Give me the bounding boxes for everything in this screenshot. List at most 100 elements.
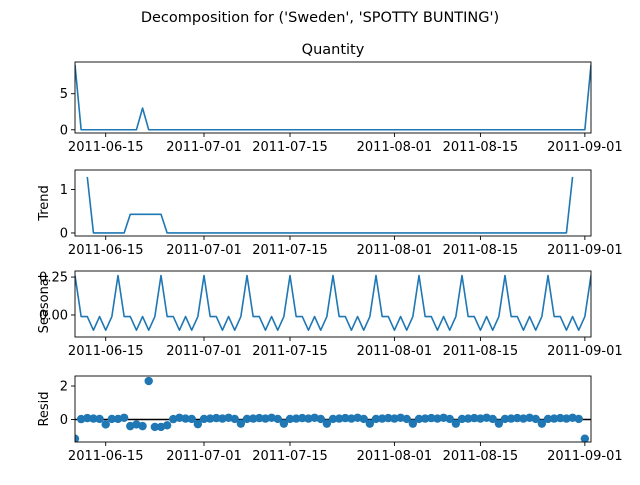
resid-xtick-label: 2011-06-15: [68, 449, 144, 464]
seasonal-line: [75, 274, 591, 331]
resid-point: [107, 414, 117, 424]
resid-point: [138, 421, 147, 431]
panel-resid: 0 2 2011-06-15 2011-07-01 2011-07-15 2011-08-…: [37, 375, 623, 464]
resid-xtick-label: 2011-07-15: [252, 449, 328, 464]
trend-xtick-label: 2011-08-01: [357, 243, 433, 258]
resid-point: [433, 414, 442, 423]
seasonal-xtick-label: 2011-07-01: [166, 344, 242, 359]
trend-data: [86, 176, 574, 234]
resid-point: [384, 413, 393, 423]
resid-point: [408, 419, 418, 428]
resid-point: [144, 376, 153, 386]
trend-xtick-label: 2011-09-01: [547, 243, 623, 258]
resid-point: [248, 414, 258, 423]
seasonal-xtick-label: 2011-06-15: [68, 344, 144, 359]
resid-point: [414, 414, 424, 424]
observed-data: [75, 64, 591, 131]
resid-point: [75, 434, 80, 442]
resid-point: [377, 414, 387, 423]
seasonal-ylabel: Seasonal: [37, 275, 52, 334]
resid-point: [519, 414, 528, 423]
seasonal-ytick-label: 0.00: [39, 309, 68, 324]
resid-point: [273, 414, 282, 424]
resid-point: [328, 414, 338, 424]
resid-xtick-label: 2011-08-15: [443, 449, 519, 464]
resid-point: [119, 413, 129, 422]
resid-point: [427, 413, 436, 423]
seasonal-ytick-label: 0.25: [39, 271, 68, 286]
resid-point: [175, 413, 184, 422]
trend-ytick-label: 1: [60, 183, 68, 198]
resid-point: [291, 414, 301, 423]
panel-trend: 0 1 2011-06-15 2011-07-01 2011-07-15 2011-08-…: [37, 169, 623, 258]
resid-ytick-label: 2: [60, 380, 68, 395]
resid-point: [513, 413, 522, 423]
resid-point: [218, 414, 227, 423]
trend-axes-frame: [74, 169, 592, 237]
resid-point: [347, 414, 356, 423]
seasonal-xtick-label: 2011-07-15: [252, 344, 328, 359]
seasonal-xtick-label: 2011-08-15: [443, 344, 519, 359]
resid-point: [537, 419, 547, 428]
panel-seasonal: 0.25 0.00 2011-06-15 2011-07-01 2011-07-15 20…: [37, 270, 623, 359]
resid-xtick-label: 2011-09-01: [547, 449, 623, 464]
resid-point: [83, 413, 92, 423]
resid-point: [531, 414, 540, 424]
seasonal-axes-frame: [74, 270, 592, 338]
trend-xtick-label: 2011-06-15: [68, 243, 144, 258]
resid-point: [322, 419, 332, 428]
resid-point: [549, 414, 559, 423]
trend-xtick-label: 2011-07-01: [166, 243, 242, 258]
resid-point: [371, 414, 381, 424]
resid-point: [365, 419, 375, 428]
resid-point: [470, 413, 479, 423]
resid-data: [75, 376, 591, 442]
seasonal-xtick-label: 2011-09-01: [547, 344, 623, 359]
resid-point: [562, 414, 571, 423]
trend-line: [86, 176, 574, 234]
observed-xtick-label: 2011-08-15: [443, 140, 519, 155]
resid-point: [255, 413, 264, 423]
resid-point: [304, 414, 313, 423]
resid-point: [334, 414, 344, 423]
panels-group: 0 5 2011-06-15 2011-07-01 2011-07-15 2011-08-…: [37, 42, 623, 464]
trend-ylabel: Trend: [37, 185, 52, 222]
observed-xtick-label: 2011-06-15: [68, 140, 144, 155]
resid-point: [445, 414, 454, 424]
resid-point: [187, 414, 196, 424]
resid-point: [205, 414, 215, 423]
resid-point: [543, 414, 553, 424]
trend-xtick-label: 2011-08-15: [443, 243, 519, 258]
resid-point: [150, 422, 160, 432]
resid-point: [298, 413, 307, 423]
resid-point: [463, 414, 473, 423]
resid-point: [457, 414, 467, 424]
observed-ytick-label: 5: [60, 87, 68, 102]
observed-title: Quantity: [302, 42, 365, 58]
resid-point: [212, 413, 221, 423]
resid-point: [506, 414, 516, 423]
resid-point: [242, 414, 252, 424]
resid-point: [390, 414, 399, 423]
observed-ytick-label: 0: [60, 123, 68, 138]
trend-xtick-label: 2011-07-15: [252, 243, 328, 258]
resid-point: [500, 414, 510, 424]
resid-point: [556, 413, 565, 423]
resid-ylabel: Resid: [37, 391, 52, 426]
observed-axes-frame: [74, 61, 592, 134]
resid-point: [261, 414, 270, 423]
resid-point: [193, 419, 203, 429]
resid-point: [359, 414, 368, 424]
resid-point: [279, 419, 289, 428]
resid-point: [181, 414, 190, 423]
resid-point: [341, 413, 350, 423]
resid-point: [402, 414, 411, 424]
resid-point: [420, 414, 430, 423]
seasonal-data: [75, 274, 591, 331]
observed-xtick-label: 2011-07-15: [252, 140, 328, 155]
resid-xtick-label: 2011-07-01: [166, 449, 242, 464]
resid-point: [451, 419, 461, 428]
observed-line: [75, 64, 591, 131]
